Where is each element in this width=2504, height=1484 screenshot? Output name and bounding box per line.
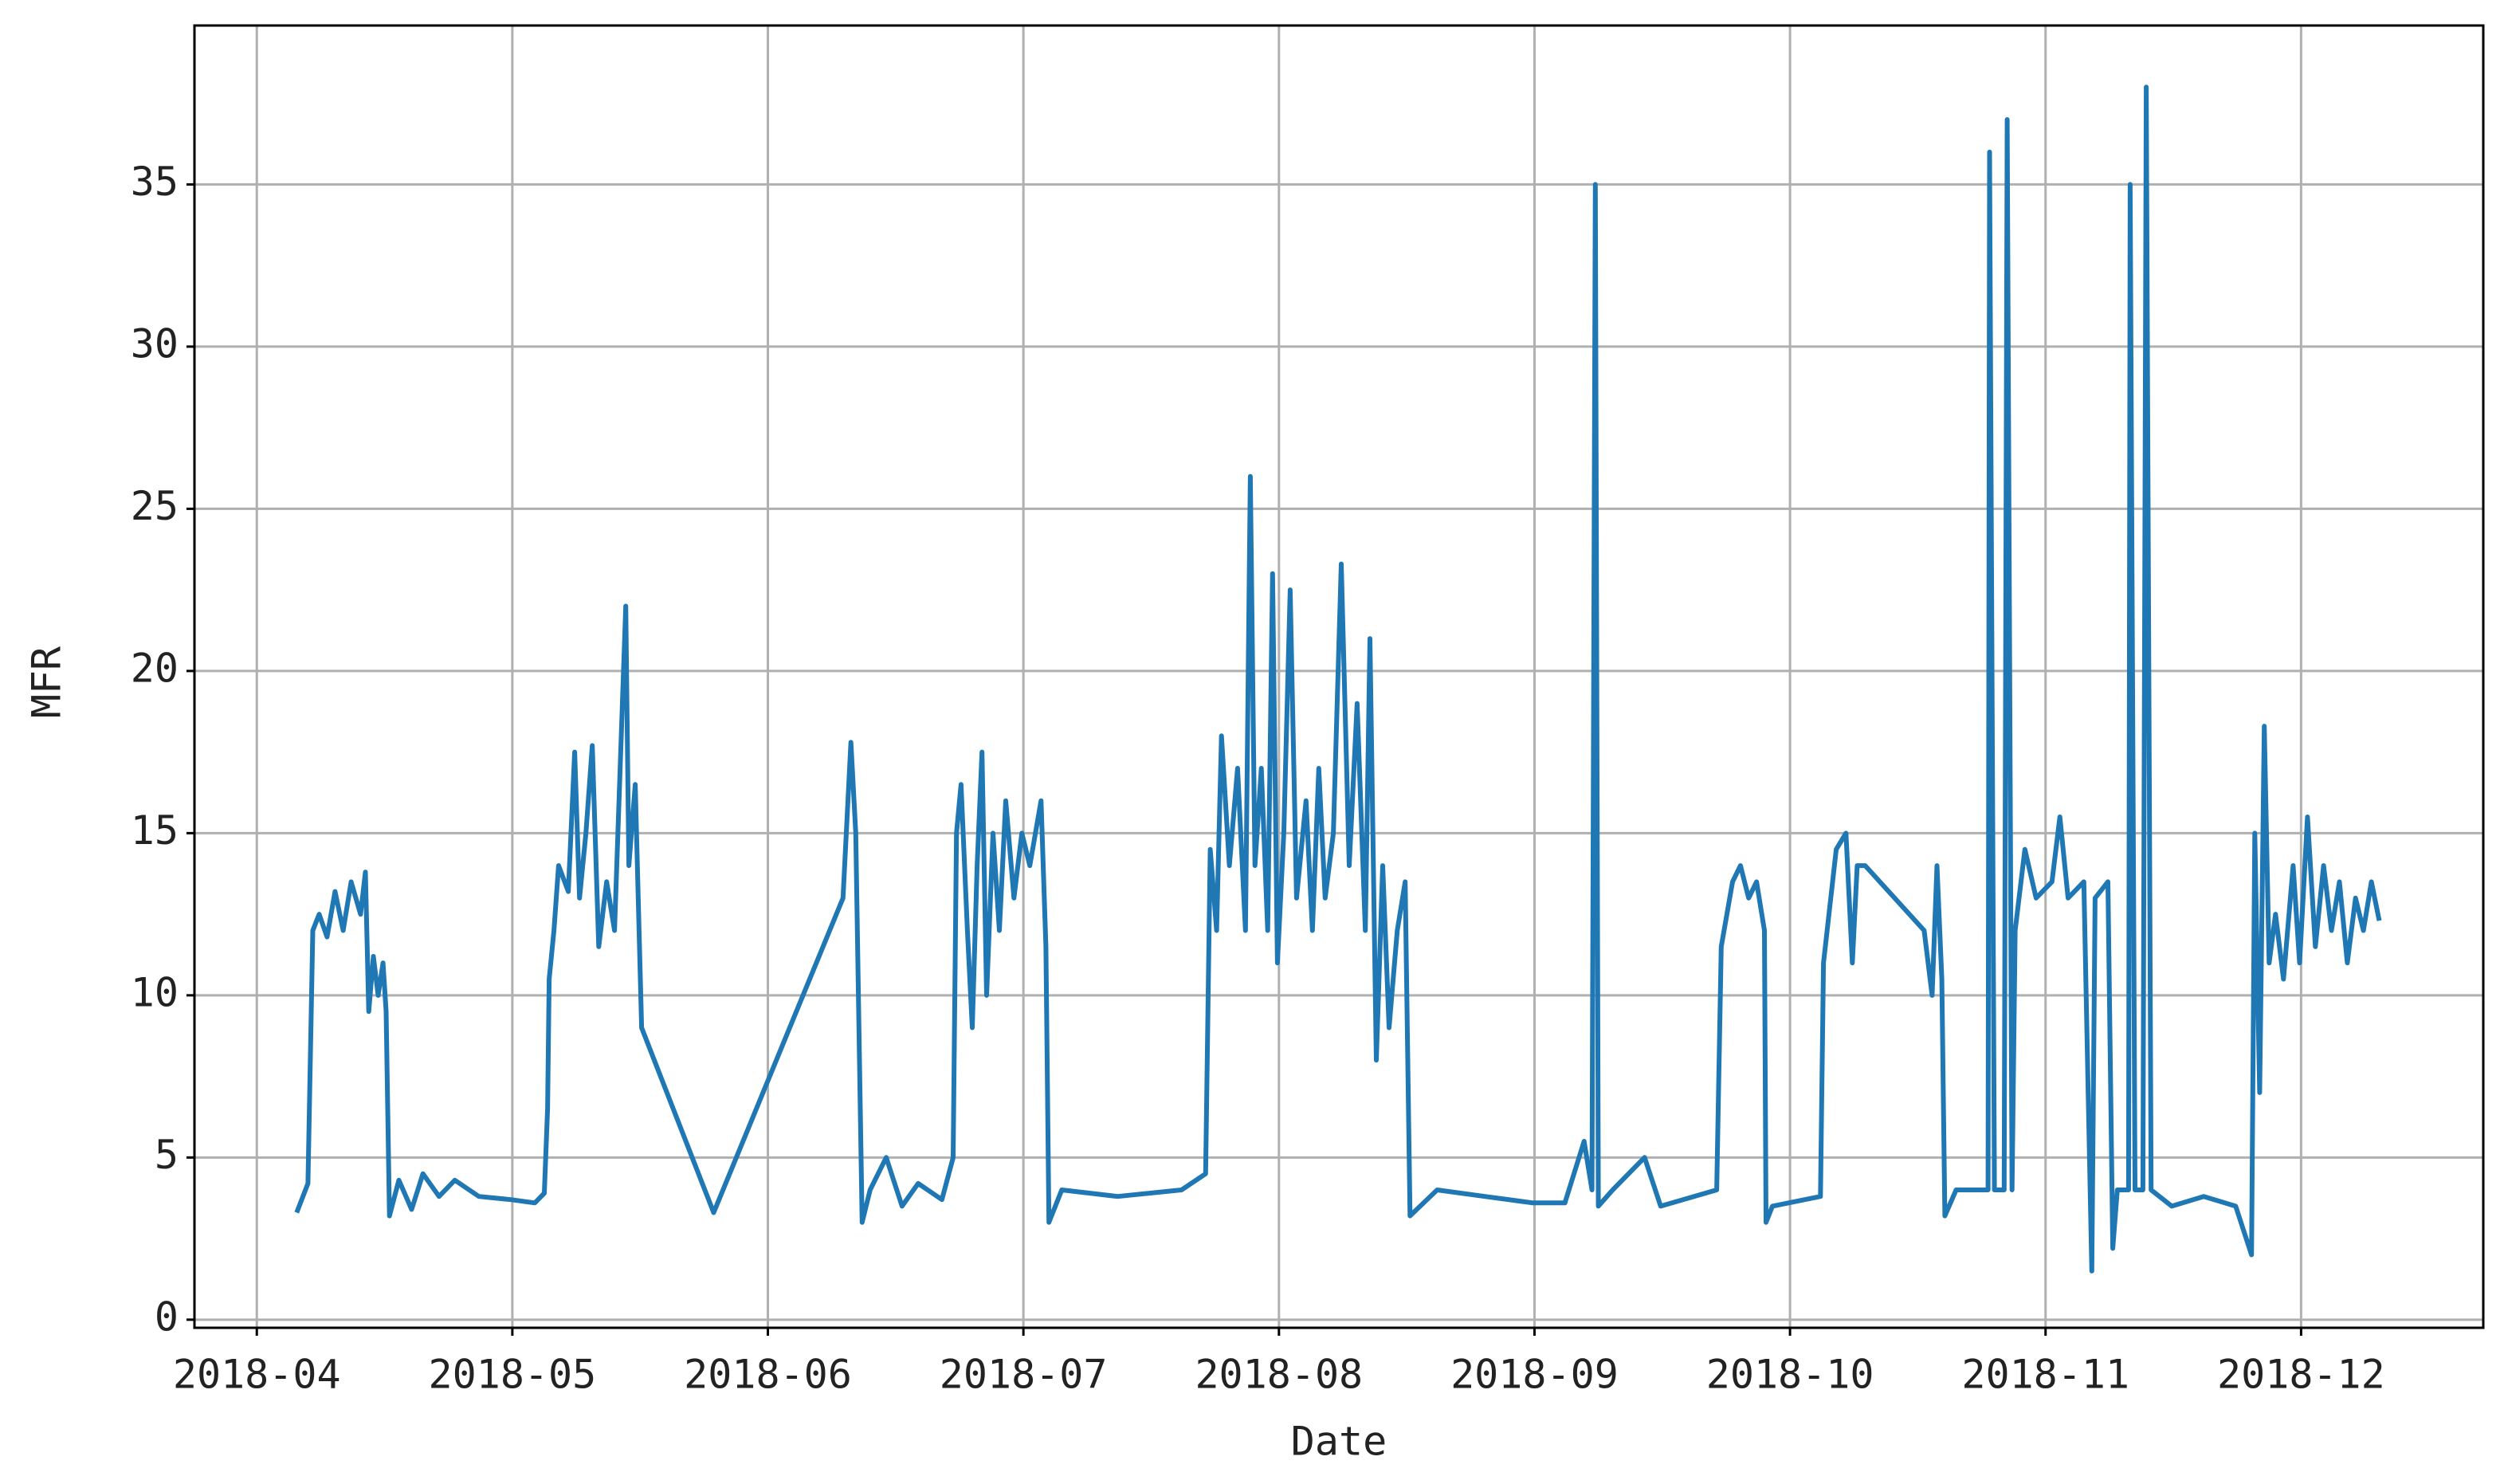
x-tick-label: 2018-06 [684,1352,852,1398]
x-tick-label: 2018-09 [1450,1352,1619,1398]
x-tick-label: 2018-05 [429,1352,597,1398]
y-tick-label: 5 [155,1132,179,1178]
x-axis-label: Date [1291,1419,1387,1465]
x-tick-label: 2018-11 [1961,1352,2129,1398]
x-tick-label: 2018-04 [173,1352,341,1398]
y-tick-label: 10 [131,969,179,1015]
y-tick-label: 20 [131,645,179,691]
y-tick-label: 35 [131,159,179,205]
plot-frame [193,24,2485,1329]
x-tick-label: 2018-07 [940,1352,1108,1398]
x-tick-label: 2018-08 [1195,1352,1363,1398]
x-tick-label: 2018-10 [1706,1352,1874,1398]
x-tick-label: 2018-12 [2217,1352,2385,1398]
y-tick-label: 0 [155,1294,179,1340]
y-tick-label: 25 [131,483,179,529]
y-tick-label: 30 [131,320,179,367]
y-tick-label: 15 [131,807,179,854]
data-line [294,84,2382,1274]
y-axis-label: MFR [24,646,70,718]
